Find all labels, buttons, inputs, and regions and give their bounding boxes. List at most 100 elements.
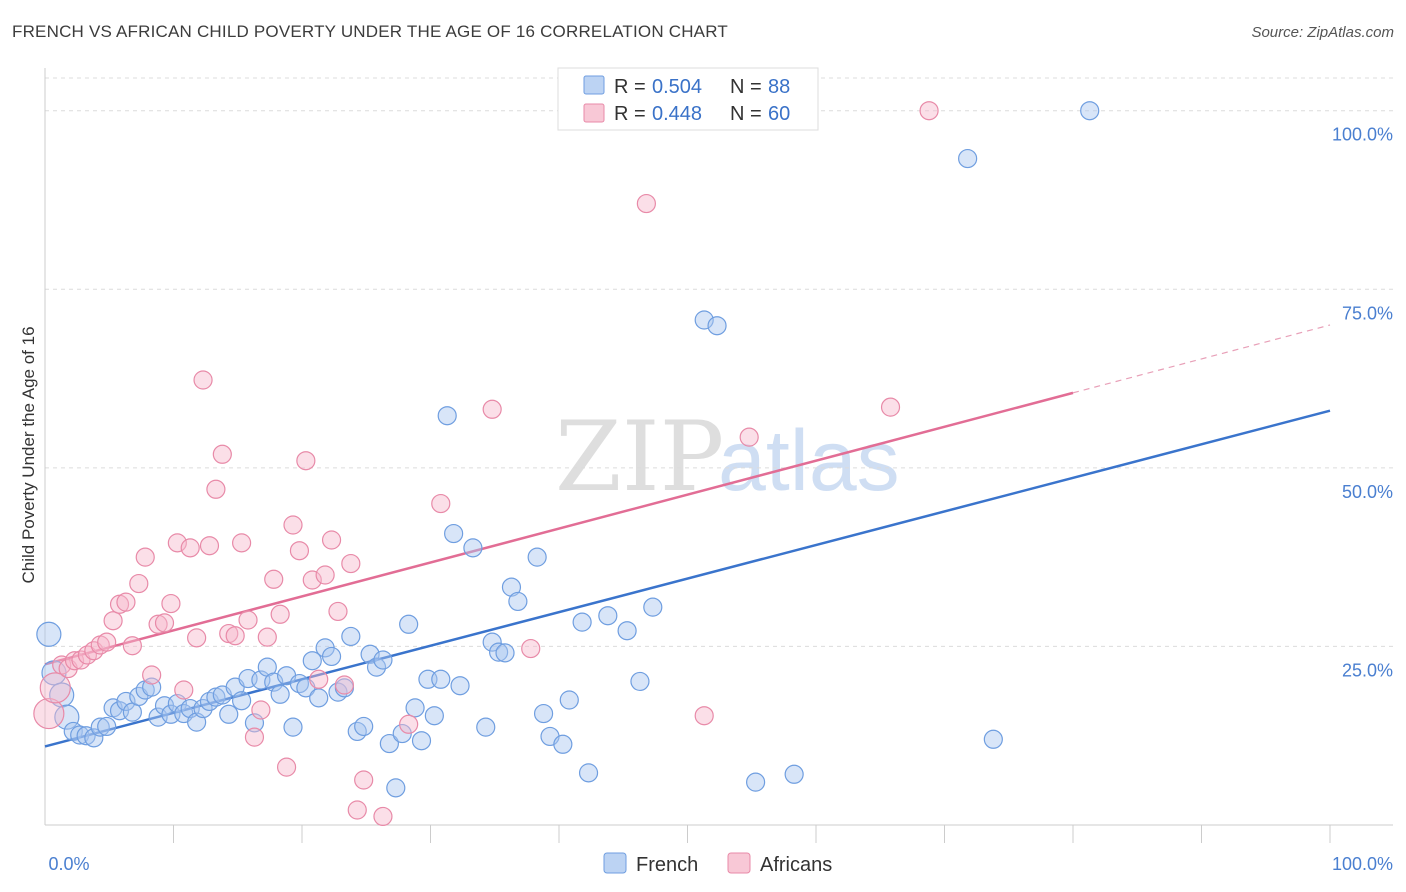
bottom-legend-label-africans: Africans: [760, 854, 832, 876]
point-africans: [232, 533, 252, 553]
point-africans: [283, 515, 303, 535]
point-french: [84, 728, 104, 748]
point-french: [527, 547, 547, 567]
point-africans: [296, 451, 316, 471]
legend-r-label-africans: R =: [614, 103, 646, 125]
bottom-legend-label-french: French: [636, 854, 698, 876]
french-points: [36, 101, 1100, 798]
point-africans: [431, 493, 451, 514]
point-french: [495, 643, 515, 663]
trend-line-africans-extension: [1072, 324, 1331, 394]
point-french: [533, 703, 554, 724]
point-africans: [212, 444, 232, 464]
point-africans: [694, 706, 714, 726]
point-africans: [270, 604, 290, 624]
point-africans: [142, 665, 162, 685]
point-french: [578, 763, 599, 783]
point-french: [347, 721, 367, 742]
point-french: [309, 688, 329, 708]
point-french: [444, 523, 464, 544]
point-africans: [244, 727, 265, 747]
y-tick-label: 25.0%: [1342, 660, 1393, 680]
point-africans: [238, 610, 258, 630]
trend-lines: [44, 324, 1331, 748]
point-french: [116, 691, 136, 712]
point-french: [1080, 101, 1100, 121]
point-french: [501, 577, 522, 597]
watermark-zip: ZIP: [555, 401, 724, 513]
point-french: [302, 651, 322, 671]
tick-labels: 25.0% 50.0% 75.0% 100.0% 0.0% 100.0%: [48, 125, 1393, 874]
point-french: [405, 698, 425, 718]
point-french: [36, 621, 62, 647]
point-africans: [257, 627, 277, 647]
x-tick-label-max: 100.0%: [1332, 854, 1393, 874]
legend-n-value-africans: 60: [768, 103, 790, 125]
legend-n-value-french: 88: [768, 76, 790, 98]
point-africans: [148, 614, 168, 634]
legend-n-label-french: N =: [730, 76, 762, 98]
point-africans: [354, 770, 374, 790]
point-french: [354, 716, 374, 737]
y-axis-label: Child Poverty Under the Age of 16: [19, 326, 38, 583]
point-french: [366, 657, 387, 677]
point-africans: [199, 536, 220, 556]
top-legend: R = 0.504 N = 88 R = 0.448 N = 60: [557, 67, 819, 131]
point-french: [193, 698, 213, 719]
point-africans: [739, 427, 759, 447]
point-africans: [309, 669, 329, 689]
point-africans: [103, 611, 123, 631]
point-africans: [880, 397, 901, 417]
point-french: [598, 606, 618, 626]
point-french: [476, 717, 496, 737]
bottom-legend-swatch-french: [603, 852, 627, 874]
point-africans: [334, 675, 355, 695]
point-french: [70, 725, 90, 745]
point-africans: [636, 193, 656, 214]
point-africans: [135, 547, 155, 567]
africans-points: [33, 101, 939, 827]
point-africans: [315, 565, 335, 585]
point-africans: [482, 399, 502, 419]
point-africans: [321, 530, 342, 550]
point-africans: [167, 533, 187, 553]
point-french: [983, 729, 1003, 749]
point-africans: [289, 541, 310, 561]
point-africans: [97, 632, 117, 652]
point-africans: [373, 806, 393, 827]
point-french: [482, 632, 502, 652]
point-africans: [206, 479, 226, 499]
point-french: [386, 778, 406, 798]
legend-n-label-africans: N =: [730, 103, 762, 125]
point-french: [270, 684, 290, 704]
bottom-legend: French Africans: [603, 852, 832, 876]
point-french: [399, 614, 419, 634]
point-french: [424, 706, 444, 726]
point-french: [392, 723, 412, 744]
point-africans: [341, 553, 361, 574]
point-french: [49, 682, 75, 708]
point-africans: [919, 101, 939, 121]
point-africans: [347, 800, 367, 820]
point-french: [379, 733, 399, 754]
point-french: [553, 734, 573, 754]
legend-swatch-french: [583, 75, 605, 95]
point-africans: [71, 650, 91, 670]
point-french: [97, 716, 117, 737]
point-africans: [122, 636, 142, 656]
point-africans: [187, 628, 207, 648]
point-africans: [328, 601, 348, 622]
point-french: [431, 669, 451, 689]
point-french: [463, 538, 483, 558]
point-africans: [225, 626, 245, 646]
point-french: [572, 612, 592, 632]
point-africans: [116, 592, 136, 612]
point-africans: [39, 672, 71, 704]
point-africans: [251, 700, 271, 720]
point-africans: [399, 714, 419, 734]
point-french: [958, 148, 978, 169]
point-french: [411, 731, 432, 751]
point-french: [643, 597, 663, 617]
point-africans: [174, 680, 194, 700]
